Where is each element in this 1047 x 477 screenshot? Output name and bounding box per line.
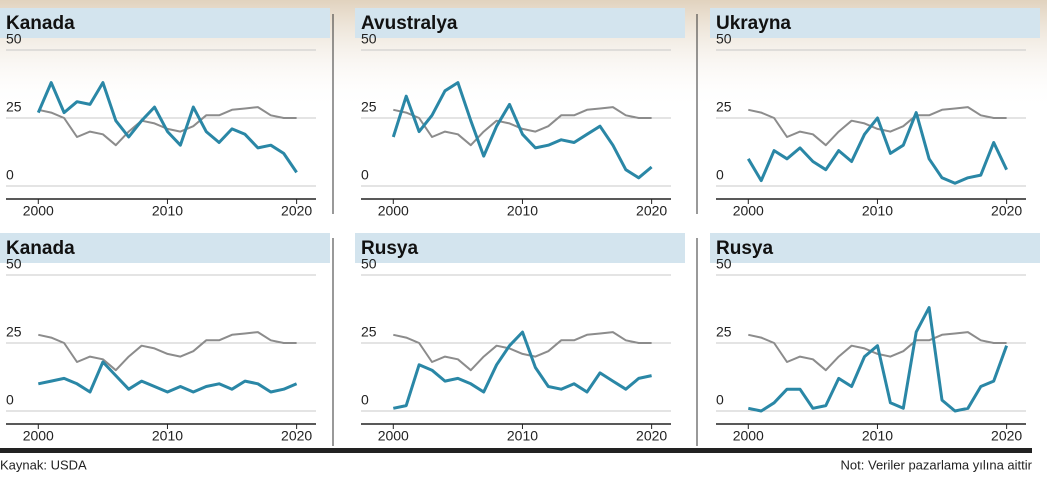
y-tick-label: 25 xyxy=(6,99,22,115)
x-tick-label: 2010 xyxy=(507,203,538,219)
panel-title: Ukrayna xyxy=(716,13,791,34)
series-line xyxy=(392,330,652,410)
y-tick-label: 50 xyxy=(6,31,22,47)
y-tick-label: 0 xyxy=(716,167,724,183)
x-tick-label: 2020 xyxy=(636,428,667,444)
x-tick-label: 2000 xyxy=(733,428,764,444)
footer-bar xyxy=(0,448,1032,453)
x-tick-label: 2020 xyxy=(281,203,312,219)
panel-title: Rusya xyxy=(716,238,773,259)
y-tick-label: 50 xyxy=(716,256,732,272)
x-tick-label: 2010 xyxy=(152,203,183,219)
panel-title: Kanada xyxy=(6,238,75,259)
source: Kaynak: USDA xyxy=(0,457,87,472)
x-tick-label: 2010 xyxy=(862,203,893,219)
x-tick-label: 2020 xyxy=(991,428,1022,444)
y-tick-label: 25 xyxy=(361,99,377,115)
y-tick-label: 25 xyxy=(361,324,377,340)
x-tick-label: 2010 xyxy=(862,428,893,444)
x-tick-label: 2000 xyxy=(378,203,409,219)
y-tick-label: 25 xyxy=(716,99,732,115)
series-line xyxy=(748,106,1007,147)
y-tick-label: 50 xyxy=(6,256,22,272)
panel-title: Kanada xyxy=(6,13,75,34)
series-line xyxy=(38,106,297,147)
x-tick-label: 2000 xyxy=(23,428,54,444)
panel-title: Rusya xyxy=(361,238,418,259)
note: Not: Veriler pazarlama yılına aittir xyxy=(841,457,1033,472)
series-line xyxy=(747,111,1008,185)
series-line xyxy=(37,360,298,394)
y-tick-label: 50 xyxy=(716,31,732,47)
panel-title: Avustralya xyxy=(361,13,458,34)
y-tick-label: 0 xyxy=(361,167,369,183)
y-tick-label: 0 xyxy=(361,392,369,408)
y-tick-label: 50 xyxy=(361,256,377,272)
y-tick-label: 0 xyxy=(716,392,724,408)
title-band xyxy=(355,233,685,263)
x-tick-label: 2000 xyxy=(23,203,54,219)
title-band xyxy=(710,8,1040,38)
x-tick-label: 2020 xyxy=(991,203,1022,219)
title-band xyxy=(710,233,1040,263)
y-tick-label: 25 xyxy=(716,324,732,340)
series-line xyxy=(748,331,1007,372)
x-tick-label: 2010 xyxy=(152,428,183,444)
y-tick-label: 0 xyxy=(6,392,14,408)
y-tick-label: 0 xyxy=(6,167,14,183)
x-tick-label: 2010 xyxy=(507,428,538,444)
series-line xyxy=(38,331,297,372)
title-band xyxy=(0,8,330,38)
series-line xyxy=(393,331,652,372)
x-tick-label: 2020 xyxy=(636,203,667,219)
series-line xyxy=(393,106,652,147)
series-line xyxy=(36,81,298,174)
title-band xyxy=(355,8,685,38)
x-tick-label: 2000 xyxy=(733,203,764,219)
series-line xyxy=(747,306,1009,413)
series-line xyxy=(391,81,653,180)
y-tick-label: 50 xyxy=(361,31,377,47)
title-band xyxy=(0,233,330,263)
x-tick-label: 2020 xyxy=(281,428,312,444)
y-tick-label: 25 xyxy=(6,324,22,340)
x-tick-label: 2000 xyxy=(378,428,409,444)
